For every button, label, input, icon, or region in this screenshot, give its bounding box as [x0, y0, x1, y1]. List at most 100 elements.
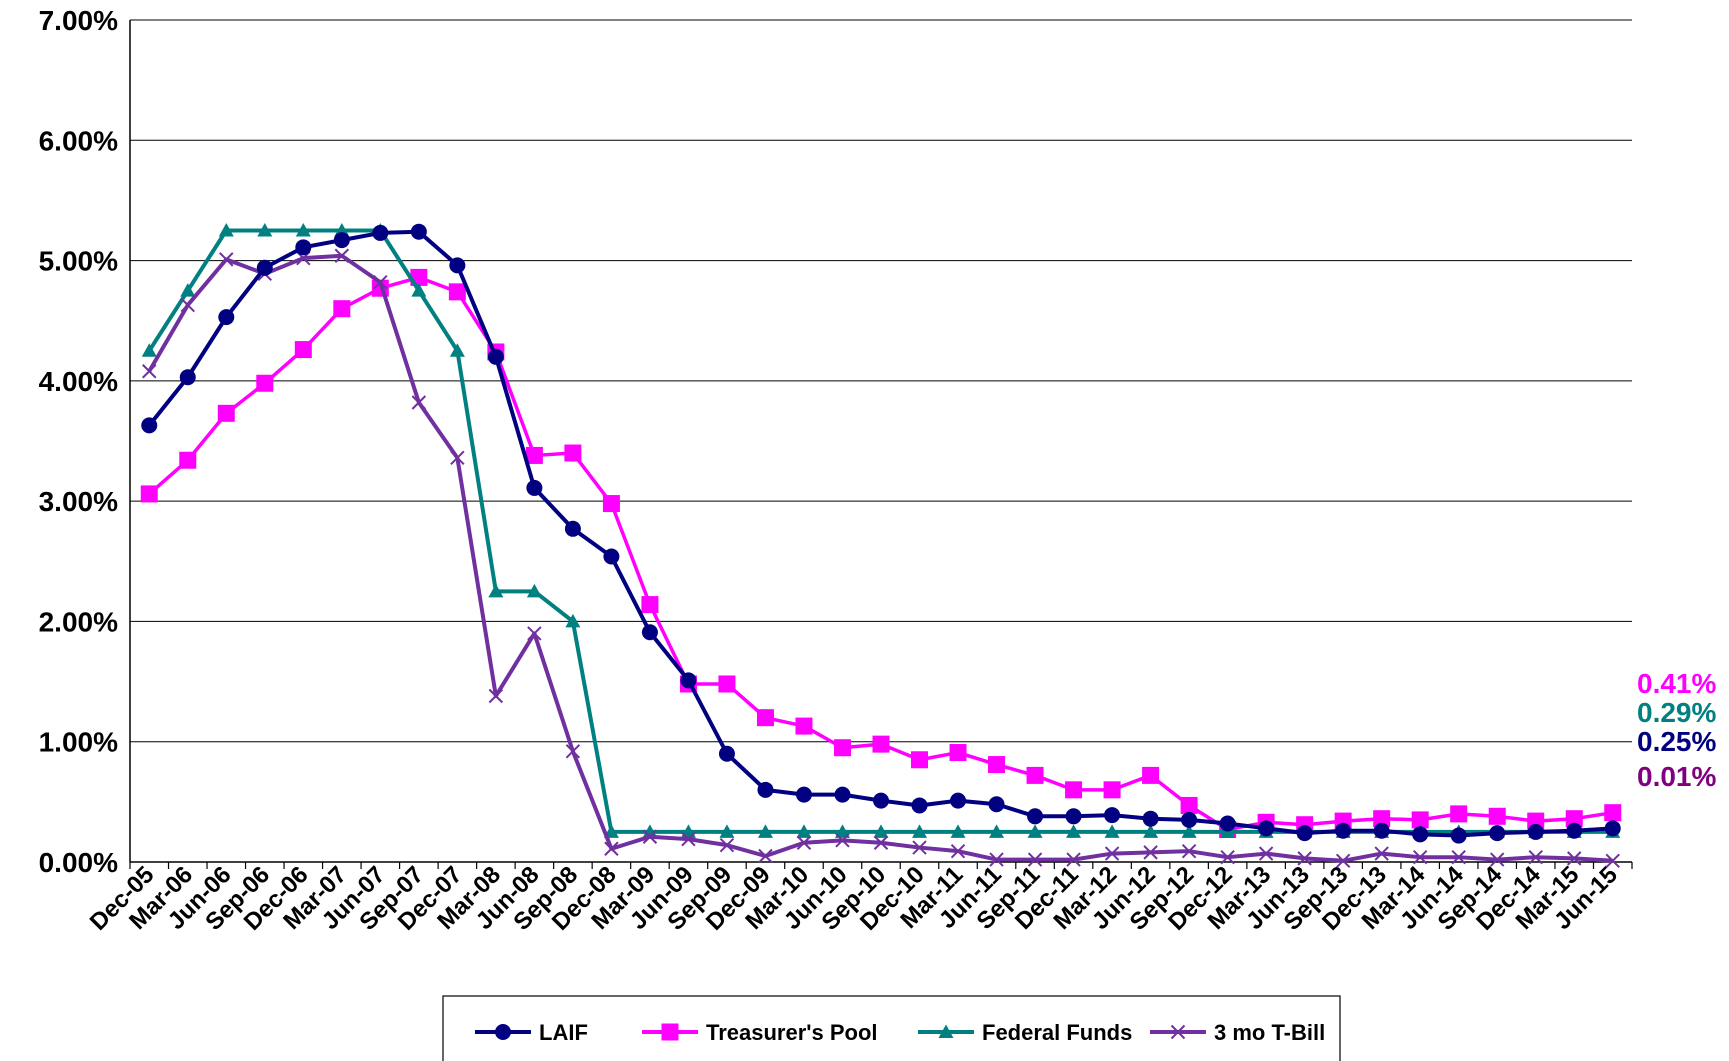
series-lines	[140, 223, 1622, 869]
data-point	[179, 451, 197, 469]
data-point	[1605, 853, 1620, 869]
data-point	[912, 840, 927, 855]
data-point	[1219, 815, 1236, 832]
data-point	[1026, 766, 1044, 784]
legend-box	[442, 995, 1341, 1061]
legend-swatch-marker	[495, 1024, 511, 1040]
data-point	[333, 300, 351, 318]
data-point	[333, 232, 350, 249]
data-point	[911, 751, 929, 769]
data-point	[989, 824, 1005, 838]
data-point	[1103, 781, 1121, 799]
data-point	[1065, 781, 1083, 799]
legend-label: Treasurer's Pool	[706, 1020, 878, 1045]
data-point	[950, 843, 966, 859]
data-point	[873, 835, 889, 850]
data-point	[1258, 820, 1275, 837]
data-point	[449, 343, 465, 357]
y-tick-label: 6.00%	[39, 125, 118, 156]
data-point	[1142, 810, 1159, 827]
data-point	[1566, 822, 1583, 839]
data-point	[1180, 796, 1198, 814]
y-tick-label: 7.00%	[39, 5, 118, 36]
data-point	[757, 781, 774, 798]
data-point	[448, 283, 466, 301]
data-point	[1528, 849, 1543, 865]
data-point	[950, 792, 967, 809]
series-laif	[141, 223, 1621, 844]
data-point	[757, 824, 773, 838]
data-point	[1143, 824, 1159, 838]
data-point	[180, 283, 196, 297]
data-point	[834, 824, 850, 838]
data-point	[1490, 852, 1505, 867]
data-point	[141, 417, 158, 434]
data-point	[179, 369, 196, 386]
data-point	[217, 404, 235, 422]
data-point	[1373, 810, 1391, 828]
data-point	[681, 831, 696, 847]
data-point	[257, 223, 273, 237]
data-point	[1065, 808, 1082, 825]
data-point	[1567, 851, 1582, 866]
data-point	[604, 841, 619, 856]
data-point	[1181, 824, 1197, 838]
data-point	[450, 450, 465, 466]
x-tick-labels: Dec-05Mar-06Jun-06Sep-06Dec-06Mar-07Jun-…	[85, 861, 1623, 936]
legend-label: Federal Funds	[982, 1020, 1132, 1045]
data-point	[718, 675, 736, 693]
data-point	[912, 824, 928, 838]
data-point	[219, 252, 234, 267]
data-point	[795, 717, 813, 735]
y-tick-label: 3.00%	[39, 486, 118, 517]
data-point	[256, 374, 274, 392]
gridlines	[130, 19, 1632, 743]
data-point	[488, 583, 504, 598]
data-point	[796, 824, 812, 838]
end-value-label: 0.01%	[1637, 761, 1716, 792]
data-point	[565, 613, 581, 628]
data-point	[873, 792, 889, 809]
legend-swatch-marker	[938, 1024, 954, 1038]
data-point	[718, 745, 735, 762]
data-point	[873, 824, 889, 838]
data-point	[795, 786, 812, 803]
data-point	[603, 548, 620, 565]
data-point	[565, 744, 581, 759]
data-point	[334, 248, 350, 263]
data-point	[642, 824, 658, 838]
data-point	[564, 520, 581, 537]
data-point	[1104, 807, 1121, 824]
data-point	[1181, 811, 1198, 828]
data-point	[1450, 805, 1468, 823]
data-point	[449, 257, 466, 274]
end-value-labels: 0.41%0.29%0.25% 0.01%	[1637, 668, 1716, 792]
data-point	[949, 744, 967, 762]
legend-swatch-marker	[661, 1023, 679, 1041]
data-point	[1488, 807, 1506, 825]
data-point	[680, 672, 697, 689]
legend-entry: Federal Funds	[918, 1020, 1132, 1045]
series-line	[147, 253, 1613, 863]
data-point	[411, 395, 427, 410]
data-point	[141, 343, 157, 357]
end-value-label: 0.25%	[1637, 726, 1716, 757]
data-point	[1258, 846, 1274, 861]
data-point	[1450, 827, 1467, 844]
data-point	[1527, 823, 1544, 840]
data-point	[1489, 825, 1506, 842]
data-point	[373, 275, 388, 290]
legend-entry: 3 mo T-Bill	[1150, 1020, 1325, 1045]
data-point	[295, 223, 311, 237]
data-point	[1297, 851, 1312, 866]
legend-entry: Treasurer's Pool	[642, 1020, 878, 1045]
data-point	[756, 709, 774, 727]
data-point	[950, 824, 966, 838]
data-point	[758, 848, 773, 864]
end-value-label: 0.41%	[1637, 668, 1716, 699]
data-point	[1104, 824, 1120, 838]
y-tick-label: 4.00%	[39, 366, 118, 397]
data-point	[1181, 843, 1197, 859]
data-point	[410, 223, 427, 240]
